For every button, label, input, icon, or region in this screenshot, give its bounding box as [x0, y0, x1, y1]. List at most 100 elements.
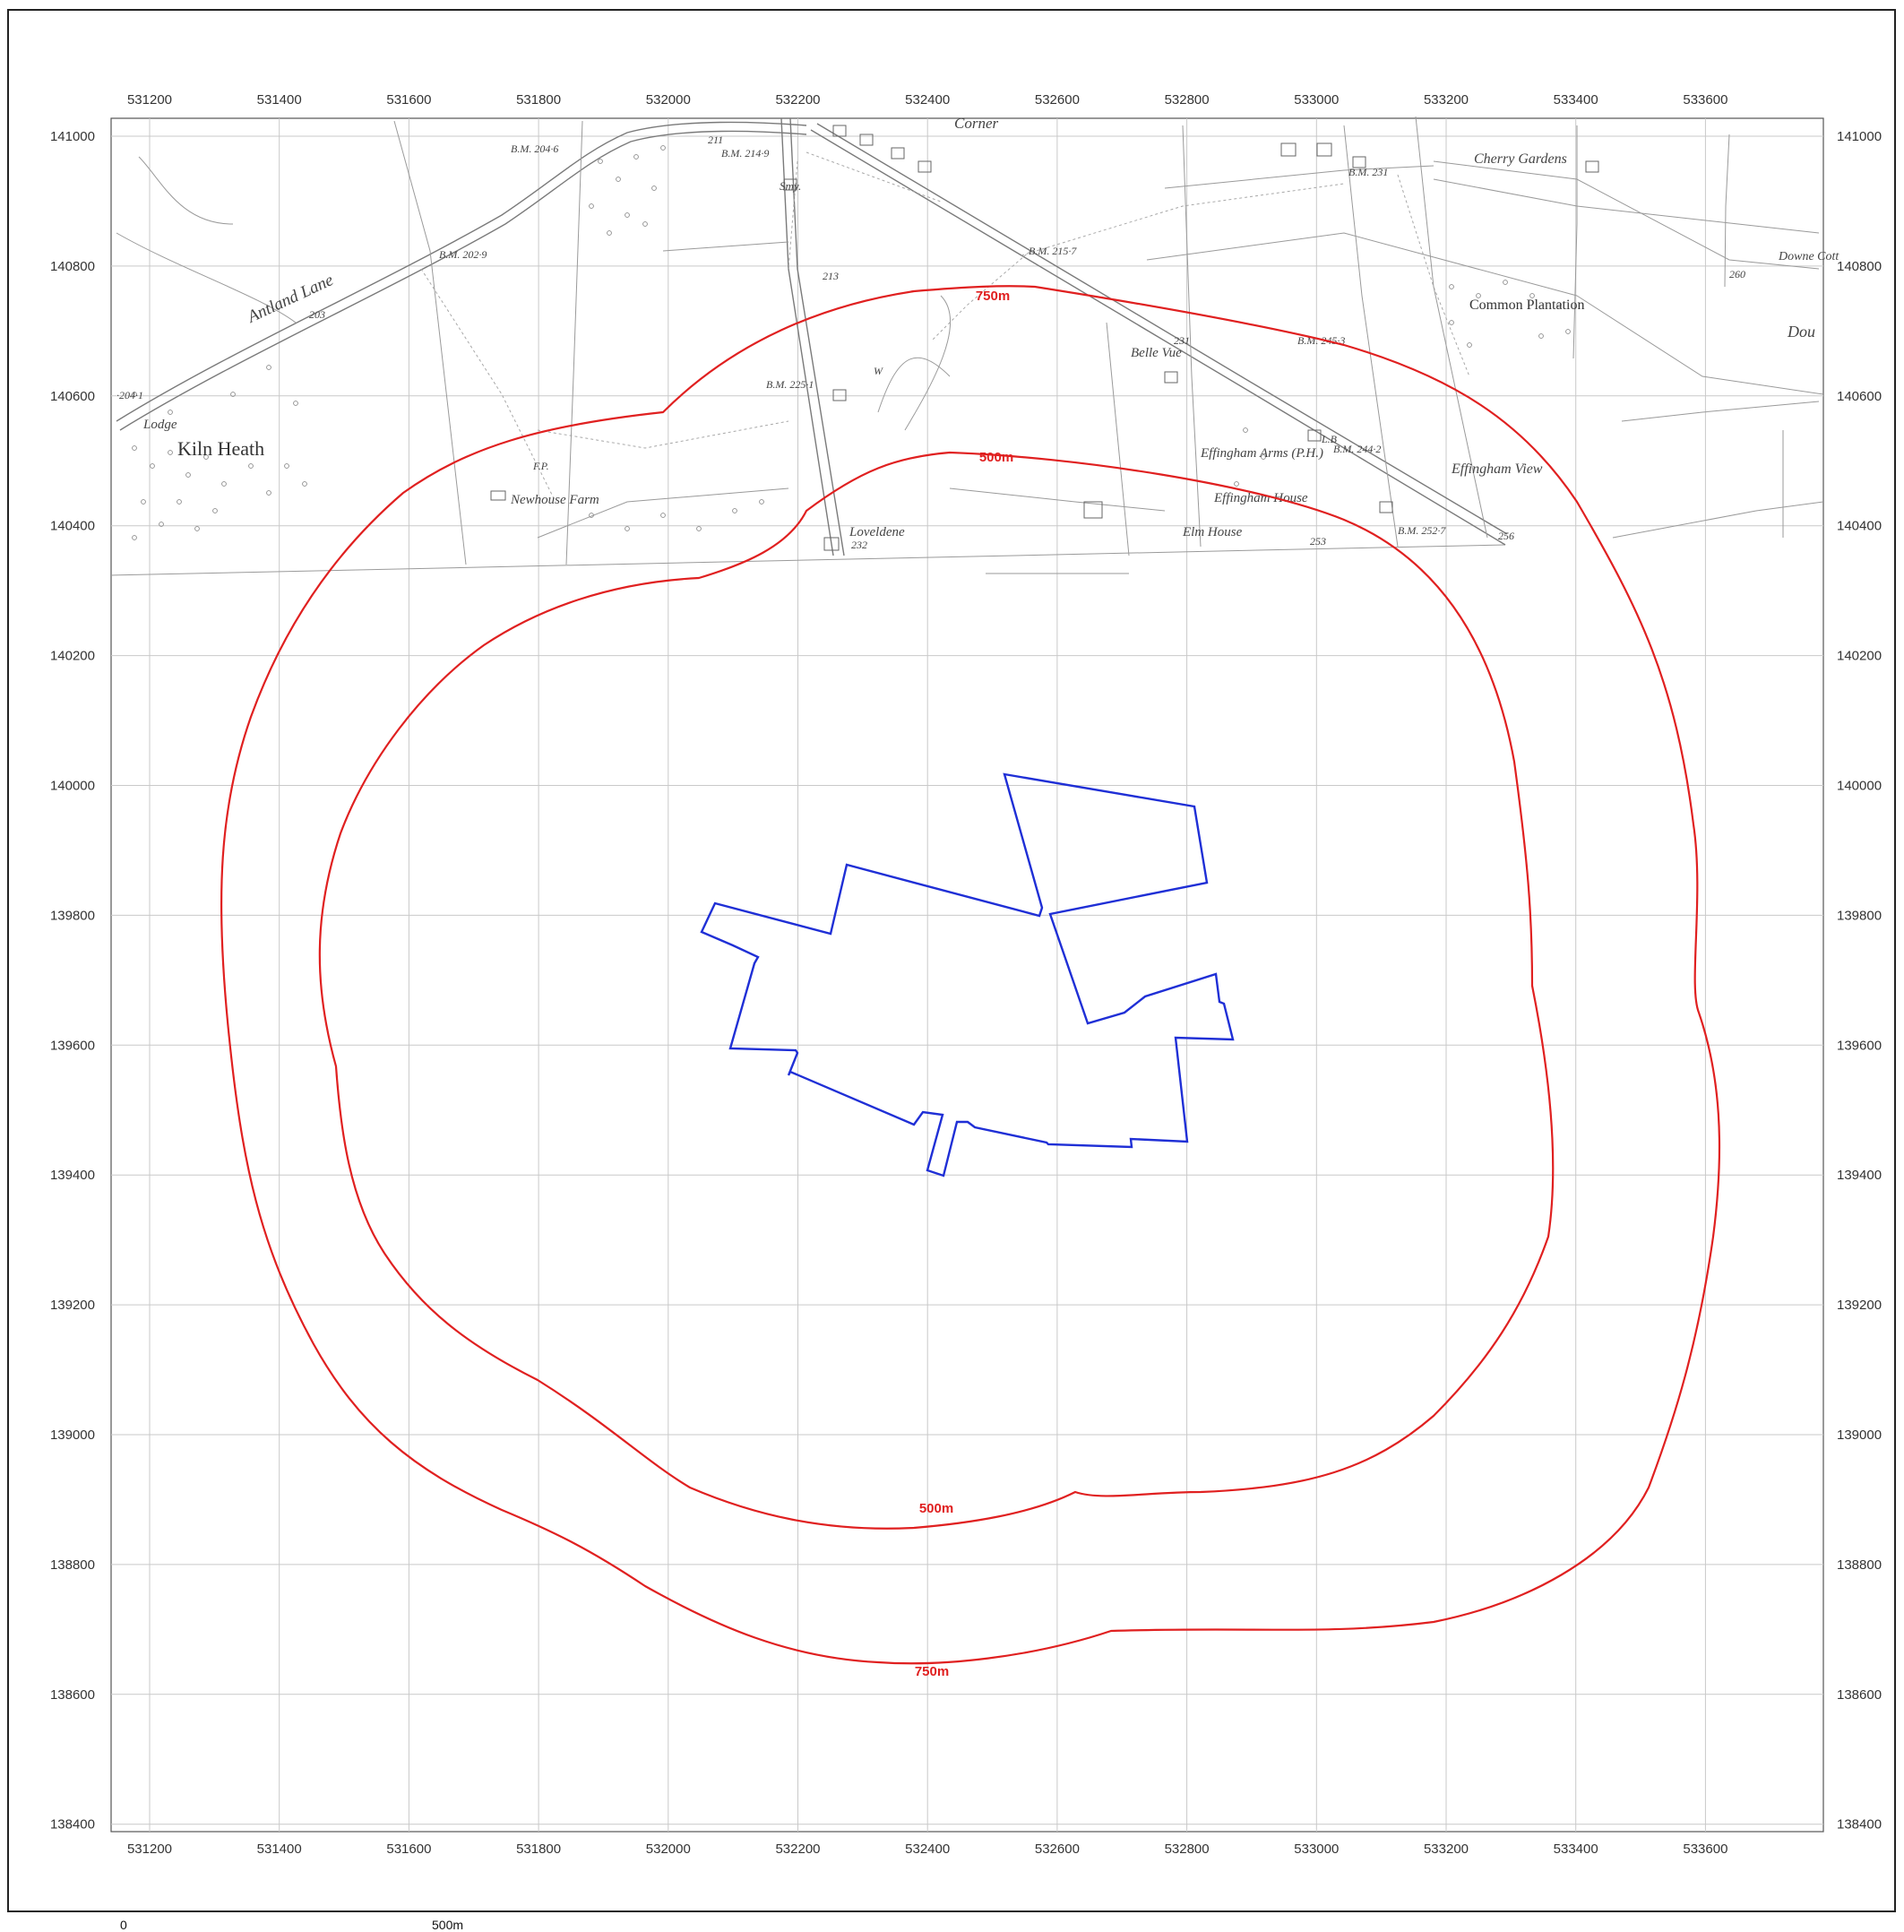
spot-height: W: [874, 365, 883, 377]
x-tick-label-bottom: 533200: [1424, 1841, 1469, 1857]
x-tick-label-bottom: 533600: [1683, 1841, 1727, 1857]
map-frame: [7, 9, 1896, 1912]
place-name: Loveldene: [849, 525, 905, 539]
map-panel: [110, 117, 1824, 1833]
y-tick-label-left: 139800: [50, 908, 95, 923]
y-tick-label-right: 141000: [1837, 129, 1882, 144]
spot-height: F.P.: [532, 460, 549, 472]
buffer-label: 500m: [919, 1501, 953, 1516]
place-name: Common Plantation: [1469, 298, 1584, 313]
spot-height: B.M. 204·6: [511, 142, 558, 155]
x-tick-label-top: 531800: [516, 92, 561, 108]
y-tick-label-left: 141000: [50, 129, 95, 144]
spot-height: 253: [1310, 535, 1326, 548]
x-tick-label-bottom: 531200: [127, 1841, 172, 1857]
x-tick-label-bottom: 531800: [516, 1841, 561, 1857]
place-name: Effingham Arms (P.H.): [1200, 446, 1323, 461]
x-tick-label-top: 531600: [386, 92, 431, 108]
x-tick-label-bottom: 532400: [905, 1841, 950, 1857]
y-tick-label-right: 140800: [1837, 259, 1882, 274]
y-tick-label-right: 140400: [1837, 519, 1882, 534]
place-name: Effingham View: [1451, 461, 1543, 477]
y-tick-label-right: 140600: [1837, 389, 1882, 404]
spot-height: 231: [1174, 334, 1190, 347]
y-tick-label-right: 139200: [1837, 1298, 1882, 1313]
place-name: Dou: [1787, 323, 1815, 341]
buffer-labels: 750m 500m 500m 750m: [915, 289, 1013, 1679]
x-tick-label-bottom: 531600: [386, 1841, 431, 1857]
x-tick-label-top: 532400: [905, 92, 950, 108]
spot-height: 256: [1498, 530, 1514, 542]
y-tick-label-right: 140200: [1837, 649, 1882, 664]
spot-height: B.M. 244·2: [1333, 443, 1381, 455]
spot-height: B.M. 231: [1348, 166, 1388, 178]
site-boundary: [700, 772, 1235, 1177]
x-tick-label-top: 533400: [1554, 92, 1598, 108]
spot-height: L.B: [1321, 433, 1338, 445]
y-tick-label-left: 140000: [50, 779, 95, 794]
spot-height: B.M. 225·1: [766, 378, 814, 391]
spot-height: 203: [309, 308, 325, 321]
y-tick-label-left: 138800: [50, 1557, 95, 1573]
x-tick-label-top: 532800: [1165, 92, 1210, 108]
x-tick-label-top: 532200: [775, 92, 820, 108]
place-name: Cherry Gardens: [1474, 151, 1567, 167]
y-tick-label-right: 139400: [1837, 1168, 1882, 1183]
spot-height: 211: [708, 134, 723, 146]
place-name: Lodge: [142, 418, 177, 432]
buffer-label: 500m: [979, 450, 1013, 465]
y-tick-label-right: 138600: [1837, 1687, 1882, 1703]
y-tick-label-left: 138600: [50, 1687, 95, 1703]
x-tick-label-bottom: 533000: [1294, 1841, 1339, 1857]
buffer-500m: [318, 451, 1555, 1530]
buffer-label: 750m: [915, 1664, 949, 1679]
y-tick-label-left: 140800: [50, 259, 95, 274]
y-tick-label-right: 140000: [1837, 779, 1882, 794]
spot-height: B.M. 214·9: [721, 147, 769, 160]
coordinate-axes: 531200 531200 531400 531400 531600 531600 5318…: [50, 92, 1882, 1857]
place-name: Corner: [954, 115, 999, 132]
spot-height: 232: [851, 539, 867, 551]
spot-height: B.M. 202·9: [439, 248, 487, 261]
spot-height: B.M. 215·7: [1029, 245, 1077, 257]
buffer-label: 750m: [976, 289, 1010, 304]
y-tick-label-left: 138400: [50, 1817, 95, 1833]
grid-lines: [111, 118, 1823, 1832]
place-name: Effingham House: [1213, 491, 1308, 505]
spot-height: 260: [1729, 268, 1745, 280]
y-tick-label-left: 139600: [50, 1038, 95, 1053]
y-tick-label-left: 140600: [50, 389, 95, 404]
x-tick-label-bottom: 532000: [646, 1841, 691, 1857]
scale-bar-end-label: 500m: [432, 1918, 464, 1932]
x-tick-label-bottom: 531400: [257, 1841, 302, 1857]
y-tick-label-left: 139400: [50, 1168, 95, 1183]
x-tick-label-bottom: 532200: [775, 1841, 820, 1857]
x-tick-label-top: 533000: [1294, 92, 1339, 108]
place-name: Newhouse Farm: [510, 493, 599, 507]
x-tick-label-top: 533200: [1424, 92, 1469, 108]
historic-map-base: [110, 116, 1824, 576]
y-tick-label-left: 140200: [50, 649, 95, 664]
x-tick-label-top: 533600: [1683, 92, 1727, 108]
x-tick-label-top: 531200: [127, 92, 172, 108]
place-name: Belle Vue: [1131, 346, 1182, 360]
x-tick-label-bottom: 532800: [1165, 1841, 1210, 1857]
x-tick-label-top: 532600: [1035, 92, 1080, 108]
spot-height: 213: [823, 270, 839, 282]
buffer-750m: [220, 285, 1721, 1665]
x-tick-label-bottom: 533400: [1554, 1841, 1598, 1857]
x-tick-label-top: 532000: [646, 92, 691, 108]
spot-height: ·204·1: [116, 389, 143, 401]
x-tick-label-top: 531400: [257, 92, 302, 108]
y-tick-label-right: 138400: [1837, 1817, 1882, 1833]
place-name: Smy.: [780, 179, 801, 193]
scale-bar-start-label: 0: [120, 1918, 127, 1932]
place-name: Elm House: [1182, 525, 1243, 539]
y-tick-label-right: 139800: [1837, 908, 1882, 923]
y-tick-label-left: 140400: [50, 519, 95, 534]
x-tick-label-bottom: 532600: [1035, 1841, 1080, 1857]
y-tick-label-right: 138800: [1837, 1557, 1882, 1573]
spot-height: B.M. 252·7: [1398, 524, 1446, 537]
